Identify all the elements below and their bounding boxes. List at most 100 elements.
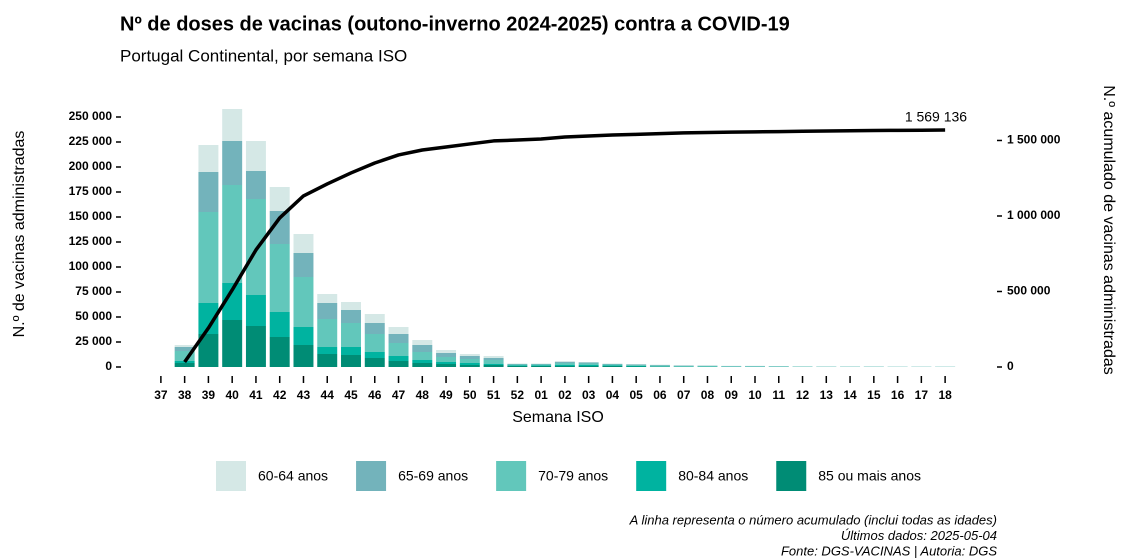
bar-segment (198, 212, 219, 303)
y-tick-label: 150 000 (69, 209, 113, 223)
bar-segment (245, 141, 266, 171)
legend-swatch (356, 461, 387, 491)
bar-segment (436, 357, 457, 362)
x-tick-label: 15 (867, 388, 881, 402)
bar-segment (436, 364, 457, 367)
bar-segment (578, 365, 599, 366)
legend-label: 70-79 anos (538, 468, 608, 484)
bar-segment (174, 363, 195, 367)
legend-label: 65-69 anos (398, 468, 468, 484)
bar-segment (554, 366, 575, 367)
bar-segment (341, 355, 361, 367)
bar-segment (317, 294, 338, 303)
cumulative-line (183, 128, 946, 364)
x-tick-label: 16 (891, 388, 905, 402)
bar-segment (317, 354, 338, 367)
bar-segment (554, 363, 575, 365)
bar-segment (174, 351, 195, 361)
bar-segment (293, 277, 314, 327)
bar-segment (507, 366, 528, 367)
bar-segment (626, 364, 647, 365)
x-tick-label: 52 (511, 388, 525, 402)
bar-segment (602, 364, 623, 365)
x-tick-label: 05 (629, 388, 643, 402)
bar-segment (293, 234, 314, 253)
bar-segment (578, 362, 599, 364)
legend-swatch (496, 461, 527, 491)
bar-segment (531, 364, 552, 366)
x-tick-label: 50 (463, 388, 477, 402)
x-tick-label: 17 (915, 388, 929, 402)
bar-segment (174, 347, 195, 351)
footnote: Últimos dados: 2025-05-04 (841, 528, 997, 543)
bar-segment (269, 187, 290, 211)
y2-tick-label: 1 000 000 (1007, 208, 1061, 222)
bar-segment (483, 364, 504, 365)
y-tick-label: 25 000 (75, 334, 112, 348)
y-tick-label: 50 000 (75, 309, 112, 323)
x-tick-label: 42 (273, 388, 287, 402)
x-tick-label: 44 (321, 388, 335, 402)
bar-segment (388, 343, 409, 356)
bar-segment (412, 360, 433, 363)
bar-segment (602, 366, 623, 367)
y-tick-label: 225 000 (69, 134, 113, 148)
x-tick-label: 07 (677, 388, 691, 402)
x-tick-label: 41 (249, 388, 263, 402)
bar-segment (388, 327, 409, 334)
bar-segment (198, 303, 219, 334)
bar-segment (507, 363, 528, 364)
bar-segment (412, 363, 433, 367)
bar-segment (602, 365, 623, 366)
bar-segment (341, 302, 361, 310)
bar-segment (436, 353, 457, 357)
bar-segment (198, 172, 219, 212)
bar-segment (483, 360, 504, 364)
bar-segment (364, 352, 385, 358)
bar-segment (245, 199, 266, 295)
bar-segment (364, 358, 385, 367)
legend-label: 85 ou mais anos (818, 468, 921, 484)
x-tick-label: 43 (297, 388, 311, 402)
y-tick-label: 200 000 (69, 159, 113, 173)
x-tick-label: 02 (558, 388, 572, 402)
bar-segment (269, 211, 290, 244)
bar-segment (483, 358, 504, 360)
bar-segment (459, 363, 480, 365)
y2-tick-label: 500 000 (1007, 284, 1051, 298)
bar-segment (364, 323, 385, 334)
bar-segment (459, 354, 480, 356)
y-axis-title: N.º de vacinas administradas (11, 131, 28, 338)
bar-segment (554, 365, 575, 366)
bar-segment (649, 365, 670, 367)
bar-segment (388, 334, 409, 343)
bar-segment (245, 171, 266, 199)
bar-segment (222, 283, 243, 320)
x-tick-label: 37 (154, 388, 168, 402)
bar-segment (673, 365, 694, 367)
bar-segment (412, 352, 433, 360)
bar-segment (531, 364, 552, 365)
bar-segment (507, 364, 528, 366)
legend-swatch (636, 461, 667, 491)
x-tick-label: 04 (606, 388, 620, 402)
y-tick-label: 175 000 (69, 184, 113, 198)
chart-title: Nº de doses de vacinas (outono-inverno 2… (120, 13, 790, 35)
y2-tick-label: 1 500 000 (1007, 133, 1061, 147)
legend-label: 60-64 anos (258, 468, 328, 484)
bar-segment (483, 356, 504, 358)
x-tick-label: 10 (748, 388, 762, 402)
bar-segment (198, 334, 219, 367)
legend-swatch (216, 461, 246, 491)
bar-segment (531, 366, 552, 367)
bar-segment (269, 337, 290, 367)
bar-segment (269, 312, 290, 337)
x-tick-label: 49 (439, 388, 453, 402)
bar-segment (341, 310, 361, 323)
line-end-label: 1 569 136 (905, 109, 967, 125)
bar-segment (341, 347, 361, 355)
bar-segment (626, 364, 647, 365)
x-tick-label: 14 (843, 388, 857, 402)
bar-segment (174, 345, 195, 347)
